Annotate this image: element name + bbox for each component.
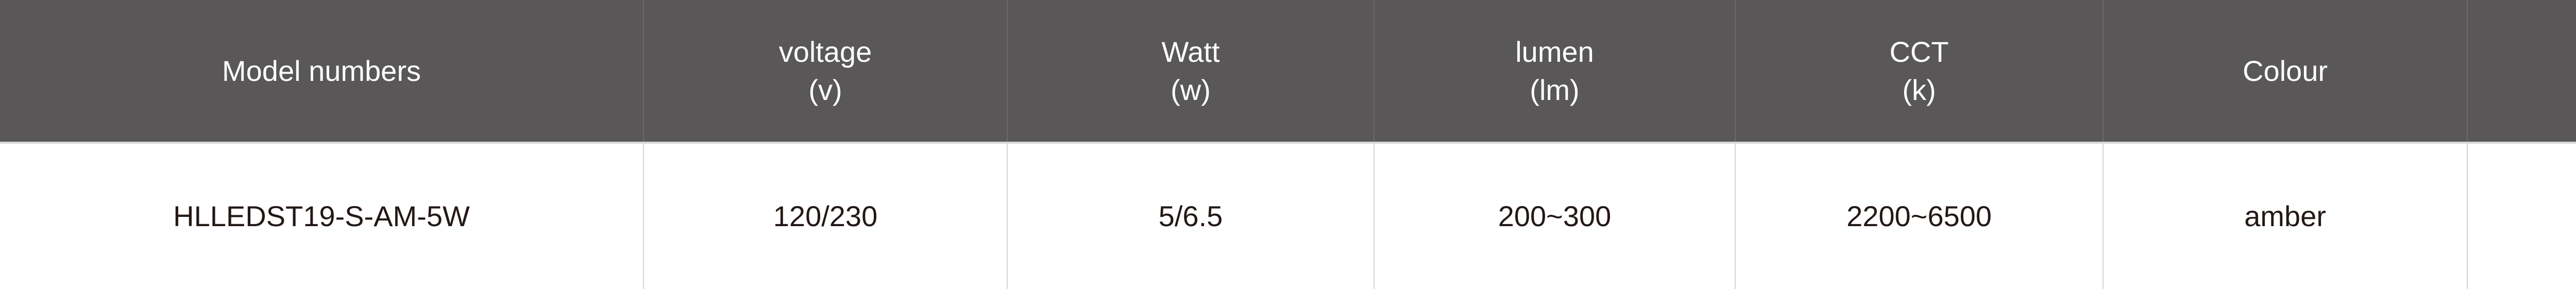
header-label-line1: Colour	[2243, 54, 2328, 87]
table-body: HLLEDST19-S-AM-5W 120/230 5/6.5 200~300 …	[0, 143, 2576, 289]
header-label-line2: (v)	[808, 73, 842, 106]
header-label-line1: voltage	[778, 35, 872, 68]
table-header: Model numbers voltage (v) Watt (w) lumen…	[0, 0, 2576, 144]
cell-colour: amber	[2103, 143, 2468, 289]
column-header-filaments-count: Filaments Count	[2467, 0, 2576, 144]
column-header-model-numbers: Model numbers	[0, 0, 644, 144]
column-header-lumen: lumen (lm)	[1374, 0, 1736, 144]
cell-lumen: 200~300	[1374, 143, 1736, 289]
cell-cct: 2200~6500	[1735, 143, 2104, 289]
column-header-watt: Watt (w)	[1007, 0, 1375, 144]
header-row: Model numbers voltage (v) Watt (w) lumen…	[0, 0, 2576, 144]
cell-voltage: 120/230	[643, 143, 1008, 289]
header-label-line1: Watt	[1161, 35, 1220, 68]
column-header-colour: Colour	[2103, 0, 2468, 144]
header-label-line2: (k)	[1902, 73, 1936, 106]
header-label-line1: CCT	[1889, 35, 1949, 68]
header-label-line1: Model numbers	[222, 54, 421, 87]
header-label-line1: lumen	[1515, 35, 1594, 68]
cell-watt: 5/6.5	[1007, 143, 1375, 289]
header-label-line2: (w)	[1171, 73, 1211, 106]
column-header-cct: CCT (k)	[1735, 0, 2104, 144]
column-header-voltage: voltage (v)	[643, 0, 1008, 144]
cell-filaments-count: 2	[2467, 143, 2576, 289]
table-row: HLLEDST19-S-AM-5W 120/230 5/6.5 200~300 …	[0, 143, 2576, 289]
header-label-line2: Count	[2473, 71, 2576, 109]
header-label-line2: (lm)	[1530, 73, 1580, 106]
cell-model-numbers: HLLEDST19-S-AM-5W	[0, 143, 644, 289]
